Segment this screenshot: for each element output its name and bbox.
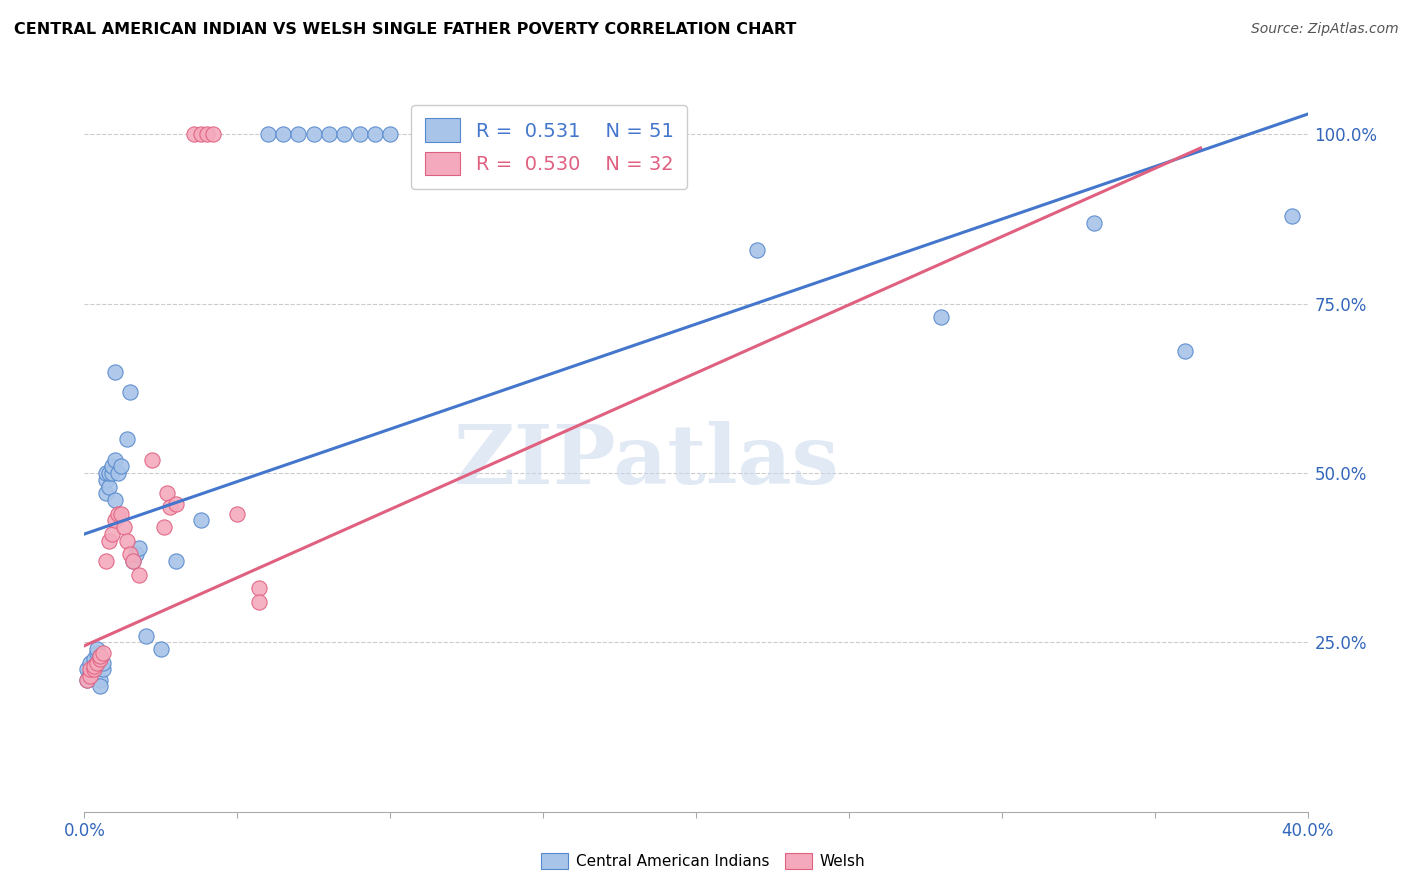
Point <box>115 533 138 548</box>
Point <box>349 128 371 142</box>
Point <box>135 629 157 643</box>
Point <box>149 642 172 657</box>
Point <box>271 128 294 142</box>
Point <box>747 243 769 257</box>
Point <box>86 646 108 660</box>
Point <box>153 520 176 534</box>
Point <box>302 128 325 142</box>
Point <box>107 466 129 480</box>
Point <box>97 533 120 548</box>
Point <box>89 680 111 694</box>
Point <box>380 128 402 142</box>
Point <box>79 665 101 680</box>
Legend: R =  0.531    N = 51, R =  0.530    N = 32: R = 0.531 N = 51, R = 0.530 N = 32 <box>412 104 688 189</box>
Point <box>89 652 111 666</box>
Point <box>83 659 105 673</box>
Point <box>89 673 111 687</box>
Point <box>101 459 124 474</box>
Point <box>83 652 105 666</box>
Point <box>190 128 212 142</box>
Text: ZIPatlas: ZIPatlas <box>454 421 839 500</box>
Point <box>83 659 105 673</box>
Point <box>86 656 108 670</box>
Point <box>1174 344 1197 359</box>
Point <box>94 466 117 480</box>
Point <box>91 663 114 677</box>
Legend: Central American Indians, Welsh: Central American Indians, Welsh <box>534 847 872 875</box>
Point <box>91 646 114 660</box>
Point <box>159 500 181 514</box>
Point <box>165 554 187 568</box>
Point <box>195 128 218 142</box>
Point <box>104 493 127 508</box>
Point <box>104 364 127 378</box>
Point <box>318 128 340 142</box>
Text: Source: ZipAtlas.com: Source: ZipAtlas.com <box>1251 22 1399 37</box>
Point <box>257 128 280 142</box>
Point <box>76 663 98 677</box>
Point <box>79 663 101 677</box>
Point <box>929 310 952 325</box>
Point <box>110 507 132 521</box>
Point <box>122 554 145 568</box>
Point <box>89 652 111 666</box>
Point <box>128 567 150 582</box>
Point <box>120 384 142 399</box>
Point <box>83 659 105 673</box>
Point <box>76 673 98 687</box>
Point <box>201 128 224 142</box>
Point <box>165 497 187 511</box>
Point <box>128 541 150 555</box>
Point <box>115 432 138 446</box>
Point <box>471 128 494 142</box>
Point <box>1281 209 1303 223</box>
Point <box>1083 215 1105 229</box>
Point <box>86 656 108 670</box>
Point <box>156 486 179 500</box>
Point <box>112 520 135 534</box>
Point <box>97 466 120 480</box>
Point <box>89 648 111 663</box>
Point <box>120 547 142 561</box>
Point <box>101 527 124 541</box>
Point <box>247 595 270 609</box>
Point <box>141 452 163 467</box>
Point <box>226 507 249 521</box>
Point <box>333 128 356 142</box>
Text: CENTRAL AMERICAN INDIAN VS WELSH SINGLE FATHER POVERTY CORRELATION CHART: CENTRAL AMERICAN INDIAN VS WELSH SINGLE … <box>14 22 796 37</box>
Point <box>125 547 148 561</box>
Point <box>79 656 101 670</box>
Point <box>86 642 108 657</box>
Point <box>364 128 387 142</box>
Point <box>190 514 212 528</box>
Point <box>247 581 270 595</box>
Point <box>76 673 98 687</box>
Point <box>94 486 117 500</box>
Point <box>287 128 309 142</box>
Point <box>94 473 117 487</box>
Point <box>183 128 205 142</box>
Point <box>97 480 120 494</box>
Point <box>94 554 117 568</box>
Point <box>110 459 132 474</box>
Point <box>107 507 129 521</box>
Point <box>91 656 114 670</box>
Point <box>79 669 101 683</box>
Point <box>101 466 124 480</box>
Point <box>122 554 145 568</box>
Point <box>89 648 111 663</box>
Point <box>104 452 127 467</box>
Point <box>104 514 127 528</box>
Point <box>83 663 105 677</box>
